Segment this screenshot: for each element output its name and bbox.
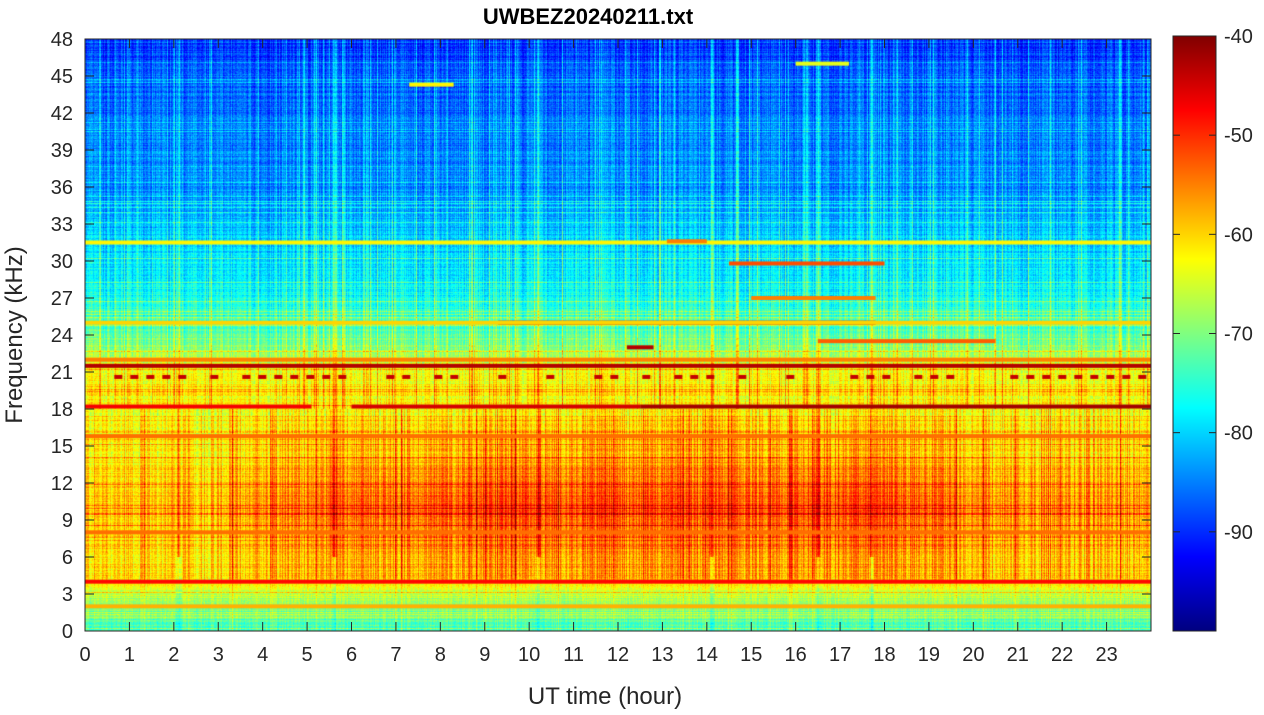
x-tick-label: 15 [740, 644, 762, 666]
x-tick-label: 10 [518, 644, 540, 666]
x-tick-label: 2 [168, 644, 179, 666]
colorbar-gradient [1173, 36, 1216, 631]
x-tick-label: 0 [79, 644, 90, 666]
plot-area [84, 38, 1152, 632]
y-tick-label: 48 [51, 29, 73, 51]
y-tick-label: 0 [62, 621, 73, 643]
y-tick-label: 15 [51, 436, 73, 458]
colorbar-tick-label: -60 [1224, 224, 1253, 246]
x-tick-label: 9 [479, 644, 490, 666]
x-tick-label: 23 [1095, 644, 1117, 666]
x-tick-label: 6 [346, 644, 357, 666]
x-tick-label: 7 [390, 644, 401, 666]
x-tick-label: 13 [651, 644, 673, 666]
x-tick-label: 16 [785, 644, 807, 666]
y-axis-label: Frequency (kHz) [1, 246, 28, 423]
x-tick-label: 12 [607, 644, 629, 666]
x-tick-label: 18 [873, 644, 895, 666]
y-tick-label: 39 [51, 140, 73, 162]
y-tick-label: 9 [62, 510, 73, 532]
x-tick-label: 11 [563, 644, 584, 666]
x-axis: 0 1 2 3 4 5 6 7 8 9 10 11 12 13 14 15 16 17 18 19 20 21 22 23 [79, 39, 1118, 666]
y-tick-label: 36 [51, 177, 73, 199]
x-tick-label: 19 [918, 644, 940, 666]
spectrogram-heatmap [85, 39, 1151, 631]
x-tick-label: 8 [435, 644, 446, 666]
y-tick-label: 24 [51, 325, 73, 347]
colorbar-tick-label: -80 [1224, 423, 1253, 445]
y-tick-label: 18 [51, 399, 73, 421]
x-tick-label: 20 [962, 644, 984, 666]
x-tick-label: 14 [696, 644, 718, 666]
y-tick-label: 3 [62, 584, 73, 606]
y-tick-label: 6 [62, 547, 73, 569]
y-tick-label: 21 [51, 362, 73, 384]
x-tick-label: 5 [302, 644, 313, 666]
x-tick-label: 4 [257, 644, 268, 666]
x-tick-label: 22 [1051, 644, 1073, 666]
y-tick-label: 45 [51, 66, 73, 88]
colorbar-tick-label: -50 [1224, 125, 1253, 147]
y-tick-label: 42 [51, 103, 73, 125]
x-tick-label: 17 [829, 644, 851, 666]
y-tick-label: 12 [51, 473, 73, 495]
chart-title: UWBEZ20240211.txt [483, 4, 694, 29]
colorbar-tick-label: -40 [1224, 26, 1253, 48]
x-tick-label: 21 [1007, 644, 1029, 666]
colorbar-tick-label: -70 [1224, 324, 1253, 346]
colorbar: -90 -80 -70 -60 -50 -40 [1172, 26, 1253, 632]
x-axis-label: UT time (hour) [528, 683, 682, 710]
colorbar-tick-label: -90 [1224, 522, 1253, 544]
x-tick-label: 1 [124, 644, 135, 666]
y-tick-label: 30 [51, 251, 73, 273]
x-tick-label: 3 [213, 644, 224, 666]
y-tick-label: 33 [51, 214, 73, 236]
colorbar-ticks: -90 -80 -70 -60 -50 -40 [1173, 26, 1253, 544]
y-tick-label: 27 [51, 288, 73, 310]
